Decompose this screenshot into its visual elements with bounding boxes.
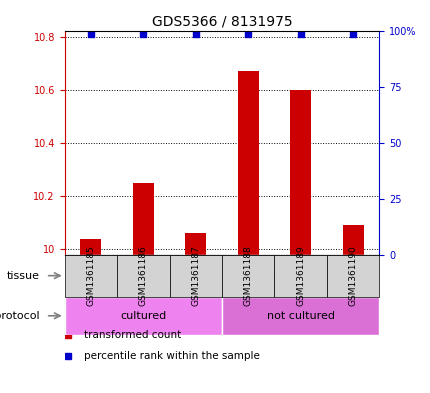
FancyBboxPatch shape [221, 255, 378, 297]
Text: GSM1361189: GSM1361189 [295, 245, 304, 306]
Text: GSM1361187: GSM1361187 [191, 245, 200, 306]
Bar [237, 71, 258, 255]
Bar [274, 255, 326, 297]
Bar [64, 255, 117, 297]
Bar [289, 90, 310, 255]
Text: growth protocol: growth protocol [0, 311, 40, 321]
Point [349, 31, 356, 37]
FancyBboxPatch shape [64, 297, 221, 335]
Bar [185, 233, 206, 255]
Point [297, 31, 304, 37]
Bar [132, 183, 154, 255]
Text: GSM1361188: GSM1361188 [243, 245, 252, 306]
Text: amniotic membrane expanded
limbal epithelium: amniotic membrane expanded limbal epithe… [74, 266, 212, 285]
Point [192, 31, 199, 37]
Point [140, 31, 147, 37]
Text: tissue: tissue [6, 271, 40, 281]
Bar [221, 255, 274, 297]
FancyBboxPatch shape [64, 255, 221, 297]
Point [87, 31, 94, 37]
Title: GDS5366 / 8131975: GDS5366 / 8131975 [151, 15, 292, 29]
Text: percentile rank within the sample: percentile rank within the sample [83, 351, 259, 361]
Bar [80, 239, 101, 255]
Bar [169, 255, 221, 297]
Bar [117, 255, 169, 297]
Point [244, 31, 251, 37]
Text: central corneal button: central corneal button [249, 271, 350, 280]
Text: GSM1361190: GSM1361190 [348, 245, 357, 306]
Text: GSM1361186: GSM1361186 [138, 245, 147, 306]
Text: GSM1361185: GSM1361185 [86, 245, 95, 306]
Bar [326, 255, 378, 297]
Text: not cultured: not cultured [266, 311, 334, 321]
Text: cultured: cultured [120, 311, 166, 321]
FancyBboxPatch shape [221, 297, 378, 335]
Text: transformed count: transformed count [83, 330, 180, 340]
Bar [342, 226, 363, 255]
